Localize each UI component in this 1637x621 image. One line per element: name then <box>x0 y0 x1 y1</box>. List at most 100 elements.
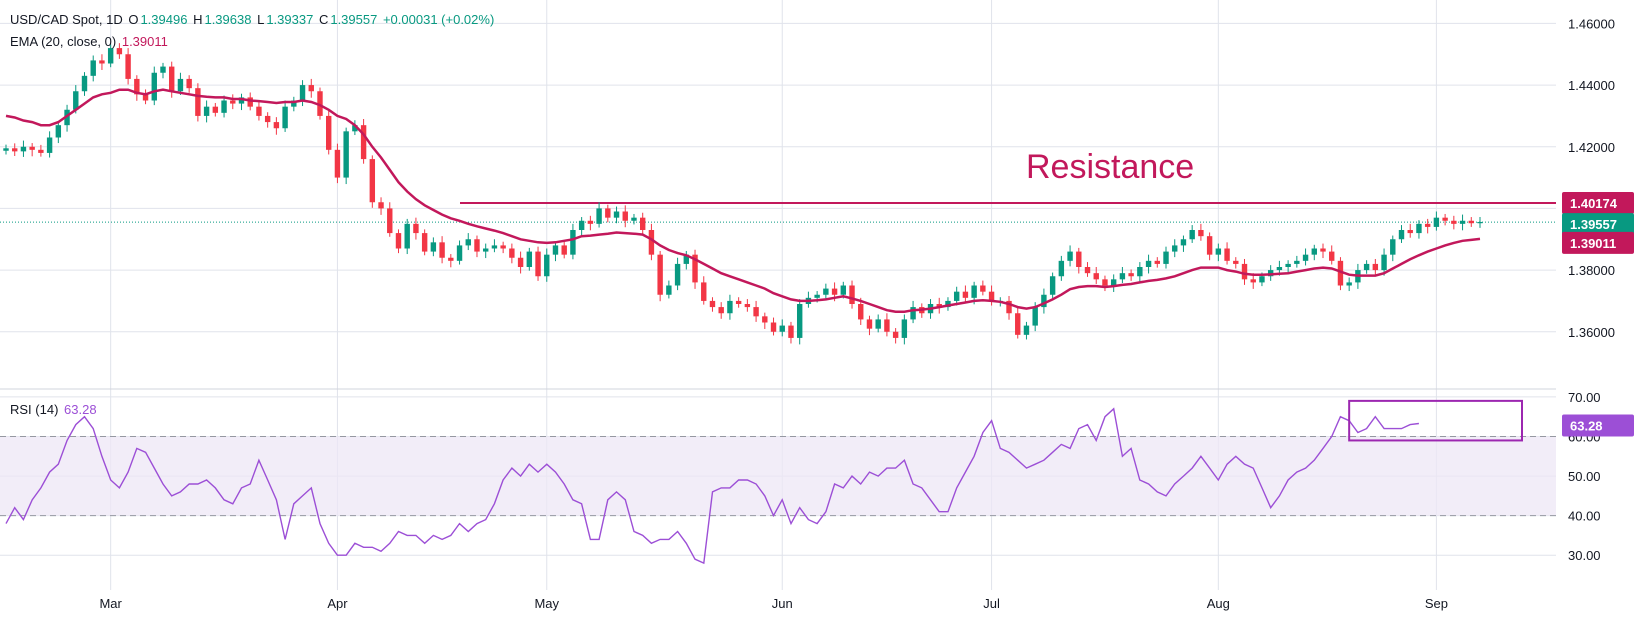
ema-badge: 1.39011 <box>1570 236 1616 251</box>
close-label: C <box>318 12 329 27</box>
candle-body <box>317 91 323 116</box>
candle-body <box>596 208 602 224</box>
candle-body <box>308 85 314 92</box>
candle-body <box>1233 260 1239 264</box>
candle-body <box>352 125 358 132</box>
candle-body <box>674 263 681 286</box>
candle-body <box>299 85 306 101</box>
candle-body <box>875 319 881 329</box>
candle-body <box>910 307 916 320</box>
candle-body <box>613 211 620 218</box>
rsi-label: RSI (14) <box>10 402 59 417</box>
candle-body <box>238 97 245 104</box>
candle-body <box>142 94 149 101</box>
candle-body <box>1023 325 1030 335</box>
axis-badges: 1.40174 1.39557 1.39011 63.28 <box>1562 192 1634 437</box>
symbol-label[interactable]: USD/CAD Spot, 1D <box>10 12 123 27</box>
candle-body <box>692 254 698 283</box>
candle-body <box>578 220 585 230</box>
low-value: 1.39337 <box>266 12 314 27</box>
candle-body <box>648 230 655 255</box>
candle-body <box>1285 263 1291 267</box>
time-tick-label: Aug <box>1207 596 1230 611</box>
candle-body <box>1215 248 1222 255</box>
ema-legend[interactable]: EMA (20, close, 0) 1.39011 <box>10 34 170 50</box>
candle-body <box>788 325 794 338</box>
price-tick-label: 1.36000 <box>1568 325 1615 340</box>
rsi-tick-label: 40.00 <box>1568 509 1601 524</box>
candle-body <box>709 300 716 308</box>
candle-body <box>413 223 419 234</box>
candle-body <box>1468 220 1474 224</box>
candle-body <box>12 148 18 152</box>
candle-body <box>1424 223 1431 227</box>
candle-body <box>866 319 873 329</box>
candle-body <box>945 300 951 308</box>
candle-body <box>971 285 977 298</box>
candle-body <box>326 115 332 150</box>
candle-body <box>212 106 219 113</box>
candle-body <box>177 78 184 92</box>
candle-body <box>727 300 733 314</box>
candle-body <box>744 304 751 308</box>
price-axis[interactable]: 1.46000 1.44000 1.42000 1.38000 1.36000 <box>1568 16 1615 339</box>
candle-body <box>360 125 367 160</box>
candle-body <box>3 148 9 151</box>
candle-body <box>622 211 628 221</box>
candle-body <box>858 304 864 320</box>
last-price-badge: 1.39557 <box>1570 217 1617 232</box>
rsi-highlight-box[interactable] <box>1348 399 1524 442</box>
candle-body <box>256 106 262 116</box>
candle-body <box>1294 260 1300 264</box>
candle-body <box>1058 260 1065 277</box>
candle-body <box>1067 251 1073 261</box>
candle-body <box>831 288 838 295</box>
candle-body <box>439 242 445 258</box>
candle-body <box>1076 251 1082 267</box>
resistance-annotation[interactable]: Resistance <box>1026 148 1195 186</box>
rsi-legend[interactable]: RSI (14) 63.28 <box>10 402 99 418</box>
candle-body <box>221 100 227 113</box>
candle-body <box>936 304 942 308</box>
candle-body <box>343 131 349 178</box>
rsi-badge-bg <box>1562 414 1634 437</box>
candle-body <box>1224 248 1230 261</box>
candle-body <box>988 291 995 301</box>
candle-body <box>1451 220 1457 224</box>
candle-body <box>1154 260 1160 264</box>
candle-body <box>1398 230 1405 240</box>
high-label: H <box>193 12 203 27</box>
candle-body <box>160 66 166 73</box>
candle-body <box>1477 221 1483 224</box>
candle-body <box>456 245 463 261</box>
candle-body <box>753 307 759 317</box>
candle-body <box>421 233 428 252</box>
candle-body <box>962 291 969 298</box>
candle-body <box>1372 263 1379 271</box>
candle-body <box>195 88 201 116</box>
candle-body <box>1189 230 1195 240</box>
candle-body <box>169 66 175 92</box>
candle-body <box>116 48 123 55</box>
candle-body <box>735 300 742 304</box>
candles-layer <box>3 43 1483 345</box>
candle-body <box>273 122 280 129</box>
candle-body <box>796 304 803 338</box>
time-axis[interactable]: MarAprMayJunJulAugSepOct15 <box>99 596 1637 611</box>
time-tick-label: Jun <box>772 596 793 611</box>
candle-body <box>230 100 236 104</box>
change-value: +0.00031 (+0.02%) <box>382 12 495 27</box>
candle-body <box>840 285 847 295</box>
candle-body <box>666 285 672 295</box>
time-tick-label: Apr <box>327 596 348 611</box>
candle-body <box>517 257 524 267</box>
candle-body <box>1032 307 1038 326</box>
candle-body <box>404 223 410 249</box>
price-tick-label: 1.44000 <box>1568 78 1615 93</box>
candle-body <box>657 254 663 295</box>
candle-body <box>605 208 611 218</box>
time-tick-label: Sep <box>1425 596 1448 611</box>
candle-body <box>1390 239 1396 255</box>
candle-body <box>849 285 855 304</box>
